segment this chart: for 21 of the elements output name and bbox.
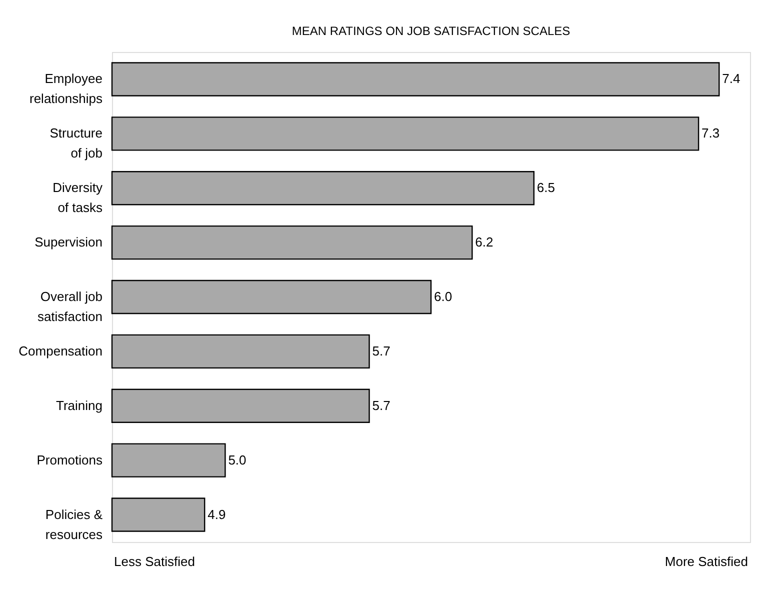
y-tick-label: Overall job satisfaction xyxy=(37,289,102,324)
chart-title: MEAN RATINGS ON JOB SATISFACTION SCALES xyxy=(292,24,570,38)
data-label: 4.9 xyxy=(208,506,226,522)
y-tick-label: Supervision xyxy=(34,234,102,250)
y-tick-label: Policies & resources xyxy=(45,506,103,542)
y-tick-label: Diversity of tasks xyxy=(52,180,103,216)
data-label: 7.3 xyxy=(702,126,720,141)
data-label: 6.2 xyxy=(475,234,494,250)
text: More Satisfied xyxy=(664,554,748,569)
y-tick-label: Structure of job xyxy=(50,126,102,161)
data-label: 7.4 xyxy=(722,71,740,86)
text: Less Satisfied xyxy=(114,554,195,569)
data-label: 5.7 xyxy=(372,398,390,413)
y-tick-label: Compensation xyxy=(18,343,102,358)
data-label: 5.7 xyxy=(372,343,390,358)
y-tick-label: Promotions xyxy=(36,452,103,468)
data-label: 5.0 xyxy=(228,452,246,468)
y-tick-label: Training xyxy=(56,398,102,413)
data-label: 6.0 xyxy=(434,289,452,304)
y-tick-label: Employee relationships xyxy=(30,71,103,106)
data-label: 6.5 xyxy=(536,180,555,196)
